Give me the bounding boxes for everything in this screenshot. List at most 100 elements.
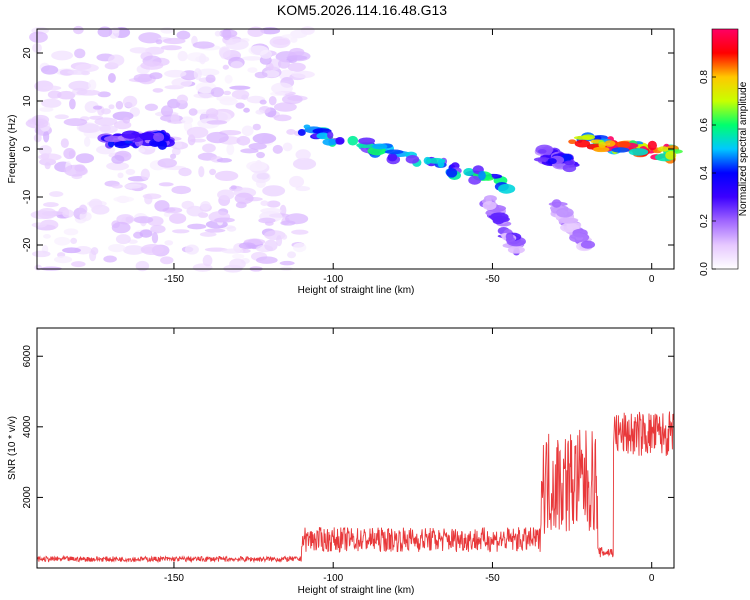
x-tick-label: -100 bbox=[323, 274, 343, 285]
heatmap-cell bbox=[116, 214, 135, 225]
heatmap-cell bbox=[358, 137, 376, 145]
heatmap-cell bbox=[289, 175, 305, 188]
heatmap-cell bbox=[202, 143, 216, 153]
heatmap-cell bbox=[611, 147, 630, 153]
heatmap-cell bbox=[303, 124, 311, 129]
heatmap-cell bbox=[97, 91, 111, 98]
snr-x-ticks: -150 -100 -50 0 bbox=[164, 328, 655, 584]
x-tick-label: 0 bbox=[649, 573, 655, 584]
heatmap-cell bbox=[186, 126, 209, 139]
heatmap-cell bbox=[248, 142, 267, 150]
heatmap-cell bbox=[254, 71, 268, 79]
heatmap-cell bbox=[67, 69, 89, 75]
heatmap-cell bbox=[73, 25, 84, 35]
heatmap-cell bbox=[122, 117, 131, 124]
y-tick-label: 2000 bbox=[22, 486, 33, 509]
x-tick-label: 0 bbox=[649, 274, 655, 285]
heatmap-cell bbox=[63, 228, 79, 236]
heatmap-cell bbox=[158, 182, 174, 187]
heatmap-cell bbox=[569, 233, 589, 243]
heatmap-cell bbox=[287, 62, 306, 72]
heatmap-cell bbox=[255, 109, 265, 115]
snr-panel: -150 -100 -50 0 2000 4000 6000 Height of stra… bbox=[7, 327, 675, 596]
heatmap-cell bbox=[176, 94, 189, 104]
heatmap-cell bbox=[71, 261, 86, 268]
colorbar: 0.0 0.2 0.4 0.6 0.8 Normalized spectral ampl… bbox=[699, 28, 749, 276]
heatmap-cell bbox=[226, 143, 235, 156]
heatmap-cell bbox=[140, 244, 164, 256]
heatmap-cell bbox=[264, 239, 278, 252]
heatmap-cell bbox=[286, 55, 308, 61]
heatmap-cell bbox=[657, 146, 670, 152]
heatmap-cell bbox=[279, 260, 295, 266]
heatmap-cell bbox=[129, 47, 150, 54]
heatmap-cell bbox=[507, 246, 525, 254]
heatmap-cell bbox=[138, 148, 146, 153]
heatmap-cell bbox=[160, 27, 174, 34]
heatmap-cell bbox=[628, 148, 649, 156]
chart-title: KOM5.2026.114.16.48.G13 bbox=[277, 2, 447, 18]
heatmap-cell bbox=[273, 102, 297, 112]
heatmap-cell bbox=[84, 101, 99, 113]
heatmap-cell bbox=[209, 168, 217, 176]
heatmap-cell bbox=[34, 264, 42, 271]
heatmap-cell bbox=[108, 104, 115, 110]
heatmap-cell bbox=[188, 108, 198, 116]
heatmap-cell bbox=[154, 200, 170, 212]
heatmap-cell bbox=[573, 135, 593, 140]
heatmap-cell bbox=[266, 200, 281, 208]
heatmap-cell bbox=[222, 28, 232, 41]
heatmap-cell bbox=[286, 128, 296, 135]
heatmap-cell bbox=[564, 160, 574, 166]
heatmap-cell bbox=[289, 47, 305, 57]
heatmap-cell bbox=[74, 48, 86, 59]
heatmap-cell bbox=[265, 62, 274, 71]
heatmap-cell bbox=[149, 72, 163, 80]
heatmap-cell bbox=[139, 229, 153, 238]
colorbar-tick-label: 0.0 bbox=[699, 262, 710, 276]
x-tick-label: -50 bbox=[485, 274, 500, 285]
heatmap-cell bbox=[295, 186, 311, 192]
heatmap-cell bbox=[240, 148, 259, 154]
heatmap-cell bbox=[122, 95, 138, 108]
heatmap-cell bbox=[204, 228, 226, 233]
heatmap-cell bbox=[160, 105, 174, 117]
heatmap-cell bbox=[37, 207, 57, 219]
colorbar-tick-label: 0.8 bbox=[699, 70, 710, 84]
heatmap-cell bbox=[537, 149, 547, 154]
heatmap-cell bbox=[279, 204, 287, 216]
y-tick-label: 10 bbox=[22, 95, 33, 107]
heatmap-cell bbox=[63, 118, 88, 126]
heatmap-cell bbox=[347, 135, 359, 146]
heatmap-cell bbox=[210, 87, 224, 98]
heatmap-cell bbox=[316, 132, 330, 140]
heatmap-cell bbox=[243, 107, 250, 113]
heatmap-cell bbox=[199, 53, 206, 65]
heatmap-cell bbox=[229, 85, 251, 90]
heatmap-cell bbox=[121, 130, 140, 139]
heatmap-cell bbox=[291, 70, 315, 79]
heatmap-cell bbox=[200, 201, 211, 211]
heatmap-cell bbox=[647, 140, 657, 151]
heatmap-cell bbox=[63, 148, 76, 160]
heatmap-cell bbox=[232, 253, 245, 259]
y-tick-label: 4000 bbox=[22, 415, 33, 438]
heatmap-cell bbox=[57, 90, 76, 100]
heatmap-cell bbox=[88, 79, 97, 91]
heatmap-cell bbox=[97, 26, 113, 38]
heatmap-cell bbox=[574, 139, 591, 148]
heatmap-cell bbox=[214, 30, 221, 37]
heatmap-cell bbox=[135, 260, 150, 272]
y-tick-label: 20 bbox=[22, 47, 33, 59]
snr-series-line bbox=[36, 411, 675, 564]
heatmap-cell bbox=[571, 222, 582, 229]
heatmap-cell bbox=[241, 94, 249, 100]
heatmap-cell bbox=[260, 49, 272, 59]
heatmap-cell bbox=[76, 89, 101, 96]
heatmap-cell bbox=[251, 171, 271, 184]
heatmap-cell bbox=[568, 139, 577, 145]
x-tick-label: -50 bbox=[485, 573, 500, 584]
heatmap-cell bbox=[125, 168, 136, 176]
spectrogram-y-ticks: -20 -10 0 10 20 bbox=[22, 47, 674, 252]
heatmap-cell bbox=[280, 220, 296, 226]
